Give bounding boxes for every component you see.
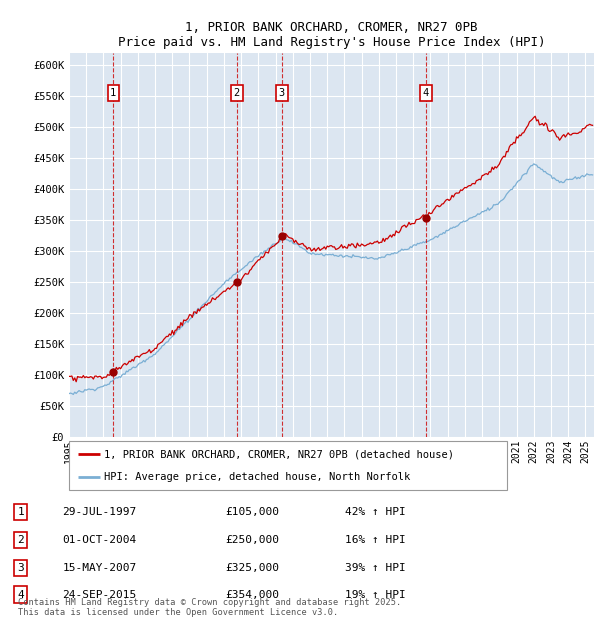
Text: 2: 2 — [234, 88, 240, 98]
Text: £325,000: £325,000 — [226, 563, 280, 573]
Text: 1: 1 — [17, 507, 24, 517]
Text: 01-OCT-2004: 01-OCT-2004 — [62, 535, 137, 545]
Text: 42% ↑ HPI: 42% ↑ HPI — [344, 507, 406, 517]
Text: 1, PRIOR BANK ORCHARD, CROMER, NR27 0PB (detached house): 1, PRIOR BANK ORCHARD, CROMER, NR27 0PB … — [104, 450, 454, 459]
Text: 4: 4 — [423, 88, 429, 98]
Text: £250,000: £250,000 — [226, 535, 280, 545]
Text: 15-MAY-2007: 15-MAY-2007 — [62, 563, 137, 573]
FancyBboxPatch shape — [69, 441, 507, 490]
Text: 29-JUL-1997: 29-JUL-1997 — [62, 507, 137, 517]
Text: 2: 2 — [17, 535, 24, 545]
Text: 19% ↑ HPI: 19% ↑ HPI — [344, 590, 406, 600]
Text: 3: 3 — [279, 88, 285, 98]
Text: £354,000: £354,000 — [226, 590, 280, 600]
Text: 24-SEP-2015: 24-SEP-2015 — [62, 590, 137, 600]
Text: 3: 3 — [17, 563, 24, 573]
Text: £105,000: £105,000 — [226, 507, 280, 517]
Text: 1: 1 — [110, 88, 116, 98]
Text: 39% ↑ HPI: 39% ↑ HPI — [344, 563, 406, 573]
Text: 16% ↑ HPI: 16% ↑ HPI — [344, 535, 406, 545]
Text: Contains HM Land Registry data © Crown copyright and database right 2025.
This d: Contains HM Land Registry data © Crown c… — [18, 598, 401, 618]
Text: 4: 4 — [17, 590, 24, 600]
Text: HPI: Average price, detached house, North Norfolk: HPI: Average price, detached house, Nort… — [104, 472, 410, 482]
Title: 1, PRIOR BANK ORCHARD, CROMER, NR27 0PB
Price paid vs. HM Land Registry's House : 1, PRIOR BANK ORCHARD, CROMER, NR27 0PB … — [118, 20, 545, 49]
